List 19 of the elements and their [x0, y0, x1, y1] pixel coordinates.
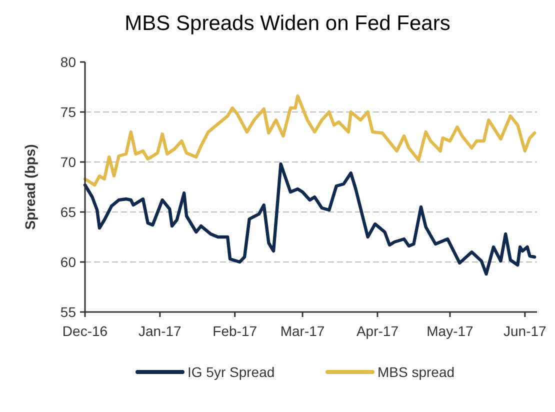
line-series [83, 94, 536, 187]
x-tick-label: Feb-17 [212, 323, 258, 339]
y-tick-label: 60 [60, 254, 76, 270]
x-tick-label: May-17 [426, 323, 474, 339]
legend-label: MBS spread [378, 364, 455, 380]
x-tick-label: Mar-17 [280, 323, 325, 339]
chart-title: MBS Spreads Widen on Fed Fears [124, 12, 450, 35]
y-axis-title: Spread (bps) [22, 144, 38, 230]
x-tick-label: Jan-17 [138, 323, 182, 339]
legend-label: IG 5yr Spread [188, 364, 275, 380]
x-tick-label: Jun-17 [504, 323, 547, 339]
y-tick-label: 75 [60, 104, 76, 120]
y-tick-label: 70 [60, 154, 76, 170]
x-tick-label: Apr-17 [356, 323, 399, 339]
y-tick-label: 80 [60, 54, 76, 70]
x-tick-label: Dec-16 [62, 323, 108, 339]
y-tick-label: 65 [60, 204, 76, 220]
y-tick-label: 55 [60, 304, 76, 320]
line-series [83, 162, 536, 276]
